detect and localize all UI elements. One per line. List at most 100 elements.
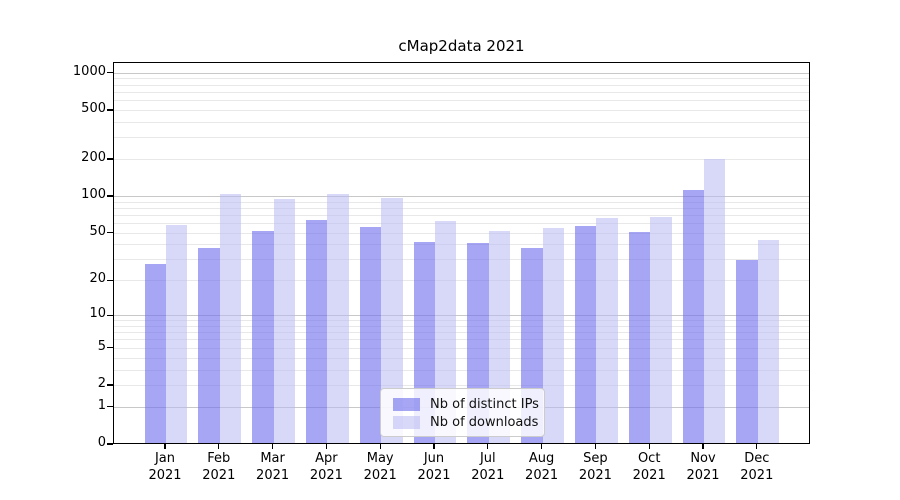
gridline-major <box>114 315 809 317</box>
legend: Nb of distinct IPs Nb of downloads <box>380 388 545 437</box>
gridline-minor <box>114 339 809 341</box>
gridline-minor <box>114 137 809 139</box>
legend-label-downloads: Nb of downloads <box>430 415 539 430</box>
y-tick-label: 200 <box>81 150 106 165</box>
y-tick <box>107 406 113 408</box>
x-tick <box>164 444 166 449</box>
x-tick-label: May 2021 <box>363 451 397 483</box>
gridline-minor <box>114 280 809 282</box>
bar-distinct-ips-mar <box>252 230 274 443</box>
x-tick-label: Jun 2021 <box>417 451 451 483</box>
y-tick <box>107 314 113 316</box>
bar-downloads-may <box>381 197 403 443</box>
x-tick <box>433 444 435 449</box>
gridline-minor <box>114 347 809 349</box>
y-tick-label: 50 <box>89 223 106 239</box>
x-tick <box>379 444 381 449</box>
bar-downloads-dec <box>757 239 780 443</box>
y-tick-label: 500 <box>81 100 106 116</box>
x-tick <box>325 444 327 449</box>
x-tick-label: Jul 2021 <box>471 451 505 483</box>
gridline-minor <box>114 325 809 327</box>
x-tick <box>702 444 704 449</box>
y-tick <box>107 158 113 160</box>
gridline-minor <box>114 91 809 93</box>
bar-distinct-ips-dec <box>736 260 758 443</box>
x-tick-label: Jan 2021 <box>148 451 182 483</box>
legend-item-downloads: Nb of downloads <box>393 415 538 430</box>
bar-distinct-ips-jan <box>144 263 166 443</box>
x-tick-label: Aug 2021 <box>525 451 559 483</box>
y-tick <box>107 195 113 197</box>
gridline-minor <box>114 320 809 322</box>
plot-area <box>113 62 810 444</box>
gridline-major <box>114 72 809 74</box>
gridline-minor <box>114 78 809 80</box>
x-tick-label: Oct 2021 <box>632 451 666 483</box>
x-tick <box>218 444 220 449</box>
x-tick-label: Apr 2021 <box>309 451 343 483</box>
gridline-minor <box>114 357 809 359</box>
bar-downloads-mar <box>273 198 295 443</box>
bar-distinct-ips-feb <box>198 247 220 443</box>
gridline-minor <box>114 121 809 123</box>
bar-downloads-apr <box>327 193 349 443</box>
gridline-minor <box>114 232 809 234</box>
x-tick-label: Dec 2021 <box>740 451 774 483</box>
bar-downloads-oct <box>650 217 672 443</box>
bar-downloads-feb <box>219 193 242 443</box>
gridline-minor <box>114 201 809 203</box>
legend-swatch-distinct-ips <box>393 398 420 411</box>
y-tick-label: 5 <box>97 338 106 354</box>
y-tick <box>107 279 113 281</box>
x-tick <box>756 444 758 449</box>
bar-downloads-jan <box>166 224 188 443</box>
bar-downloads-jun <box>435 221 457 443</box>
x-tick-label: Sep 2021 <box>578 451 612 483</box>
x-tick <box>541 444 543 449</box>
gridline-minor <box>114 84 809 86</box>
chart-title: cMap2data 2021 <box>398 37 525 55</box>
x-tick-label: Feb 2021 <box>202 451 236 483</box>
y-tick-label: 1000 <box>72 63 106 79</box>
gridline-minor <box>114 100 809 102</box>
bar-distinct-ips-apr <box>306 220 328 443</box>
bar-distinct-ips-oct <box>628 231 651 443</box>
x-tick <box>487 444 489 449</box>
bar-downloads-sep <box>596 217 618 443</box>
y-tick-label: 0 <box>97 435 106 450</box>
gridline-minor <box>114 159 809 160</box>
bar-downloads-aug <box>542 227 564 443</box>
x-tick <box>594 444 596 449</box>
x-tick-label: Mar 2021 <box>256 451 290 483</box>
y-tick-label: 10 <box>89 306 106 322</box>
gridline-minor <box>114 223 809 225</box>
gridline-minor <box>114 332 809 334</box>
gridline-minor <box>114 109 809 111</box>
legend-item-distinct-ips: Nb of distinct IPs <box>393 397 539 412</box>
y-tick <box>107 72 113 74</box>
gridline-minor <box>114 214 809 216</box>
x-tick <box>272 444 274 449</box>
gridline-minor <box>114 244 809 246</box>
bar-distinct-ips-nov <box>682 189 704 443</box>
gridline-minor <box>114 207 809 209</box>
gridline-major <box>114 195 809 198</box>
y-tick <box>107 443 113 445</box>
gridline-minor <box>114 259 809 261</box>
bar-distinct-ips-sep <box>575 225 597 443</box>
bar-distinct-ips-may <box>359 226 382 443</box>
y-tick-label: 20 <box>89 271 106 287</box>
y-tick <box>107 347 113 349</box>
y-tick <box>107 384 113 386</box>
x-tick-label: Nov 2021 <box>686 451 720 483</box>
legend-label-distinct-ips: Nb of distinct IPs <box>430 397 539 412</box>
y-tick-label: 2 <box>97 375 106 391</box>
y-tick <box>107 232 113 234</box>
y-tick-label: 1 <box>97 397 106 413</box>
gridline-minor <box>114 384 809 386</box>
x-tick <box>648 444 650 449</box>
bar-downloads-nov <box>704 159 726 443</box>
legend-swatch-downloads <box>393 416 420 429</box>
